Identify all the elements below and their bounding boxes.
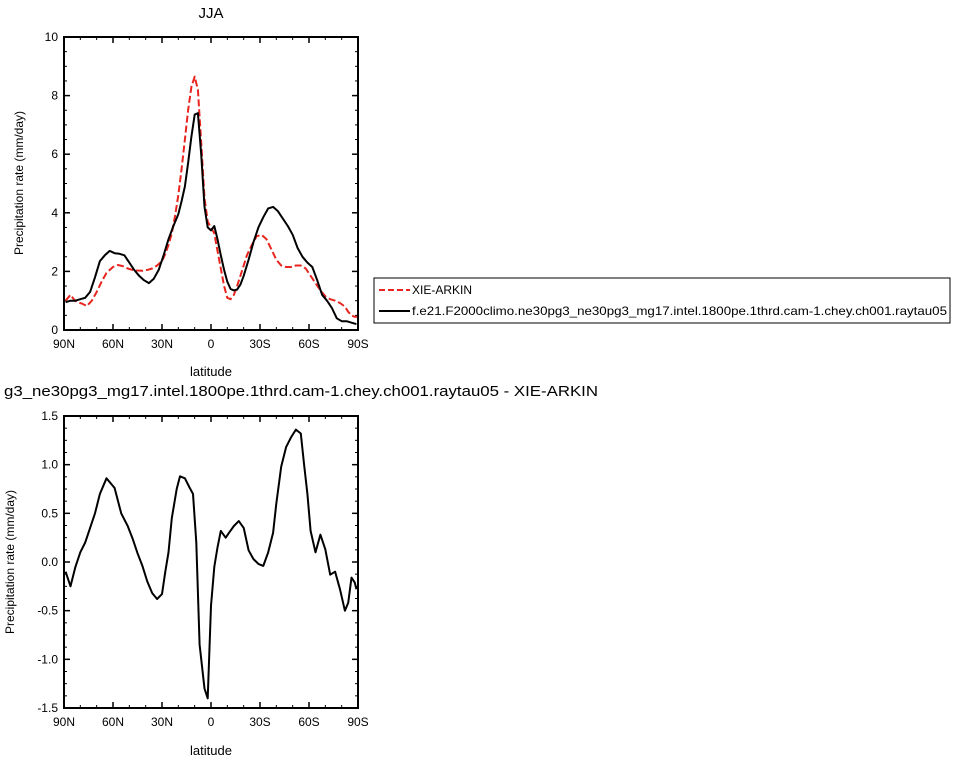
bottom-series-lines (64, 428, 358, 700)
bottom-y-tick-label: 0.5 (41, 506, 58, 520)
legend: XIE-ARKIN f.e21.F2000climo.ne30pg3_ne30p… (373, 277, 951, 324)
top-y-axis-label: Precipitation rate (mm/day) (12, 111, 26, 255)
top-y-tick-label: 8 (51, 89, 58, 103)
top-x-tick-label: 0 (208, 337, 215, 351)
top-plot-frame (63, 36, 359, 331)
bottom-x-tick-label: 60N (102, 715, 124, 729)
top-x-tick-label: 60N (102, 337, 124, 351)
bottom-y-tick-label: -0.5 (37, 604, 58, 618)
legend-label-xie-arkin: XIE-ARKIN (412, 283, 472, 297)
bottom-x-tick-label: 90S (347, 715, 368, 729)
top-series-line-1 (65, 112, 357, 326)
legend-label-model: f.e21.F2000climo.ne30pg3_ne30pg3_mg17.in… (412, 304, 947, 318)
top-x-tick-label: 60S (298, 337, 319, 351)
bottom-y-tick-label: -1.0 (37, 652, 58, 666)
top-y-tick-label: 10 (45, 30, 59, 44)
top-x-axis-label: latitude (190, 364, 232, 379)
bottom-y-tick-label: 1.0 (41, 458, 58, 472)
bottom-y-tick-label: 0.0 (41, 555, 58, 569)
bottom-y-tick-labels: -1.5 -1.0 -0.5 0.0 0.5 1.0 1.5 (37, 409, 58, 715)
top-x-tick-label: 30N (151, 337, 173, 351)
bottom-title: g3_ne30pg3_mg17.intel.1800pe.1thrd.cam-1… (4, 383, 598, 400)
top-y-tick-label: 6 (51, 147, 58, 161)
bottom-y-tick-label: 1.5 (41, 409, 58, 423)
top-ticks (63, 36, 359, 331)
legend-box (373, 277, 951, 324)
chart-bottom: g3_ne30pg3_mg17.intel.1800pe.1thrd.cam-1… (3, 383, 598, 758)
top-x-tick-label: 90S (347, 337, 368, 351)
bottom-x-axis-label: latitude (190, 743, 232, 758)
bottom-x-tick-labels: 90N 60N 30N 0 30S 60S 90S (53, 715, 369, 729)
top-y-tick-label: 2 (51, 264, 58, 278)
bottom-series-line-0 (64, 428, 358, 700)
bottom-x-tick-label: 0 (208, 715, 215, 729)
top-x-tick-labels: 90N 60N 30N 0 30S 60S 90S (53, 337, 369, 351)
bottom-y-tick-label: -1.5 (37, 701, 58, 715)
bottom-ticks (63, 415, 359, 709)
top-title: JJA (198, 5, 223, 22)
bottom-x-tick-label: 90N (53, 715, 75, 729)
bottom-plot-frame (63, 415, 359, 709)
bottom-y-axis-label: Precipitation rate (mm/day) (3, 490, 17, 634)
chart-top: JJA 0 2 4 6 8 10 90N 60N 30N 0 30S 60S 90S Precipit… (12, 5, 369, 379)
top-x-tick-label: 30S (249, 337, 270, 351)
top-y-tick-label: 0 (51, 323, 58, 337)
top-series-lines (64, 75, 358, 326)
bottom-x-tick-label: 30N (151, 715, 173, 729)
top-y-tick-labels: 0 2 4 6 8 10 (45, 30, 59, 337)
bottom-x-tick-label: 30S (249, 715, 270, 729)
top-x-tick-label: 90N (53, 337, 75, 351)
top-series-line-0 (64, 75, 358, 318)
top-y-tick-label: 4 (51, 206, 58, 220)
bottom-x-tick-label: 60S (298, 715, 319, 729)
